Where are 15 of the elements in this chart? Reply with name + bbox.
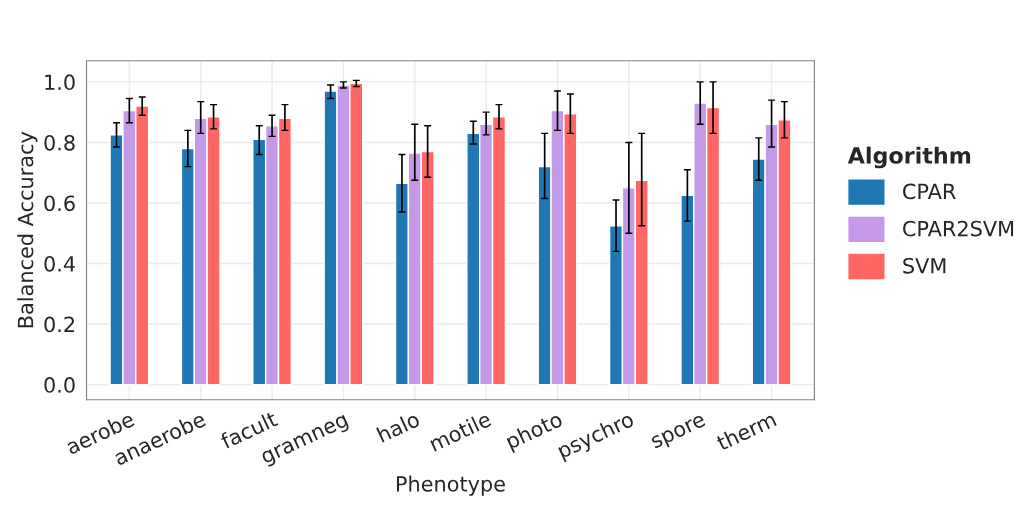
x-tick-label: halo <box>376 410 421 443</box>
legend-label: CPAR2SVM <box>903 220 1014 237</box>
legend-title: Algorithm <box>847 146 971 169</box>
x-axis-title: Phenotype <box>396 475 505 496</box>
x-tick-label: spore <box>650 414 708 453</box>
y-axis-title: Balanced Accuracy <box>17 131 38 328</box>
x-tick-label: therm <box>715 410 777 452</box>
y-tick-label: 1.0 <box>45 74 75 91</box>
y-tick-label: 0.0 <box>44 377 75 393</box>
legend-label: SVM <box>903 257 946 274</box>
y-tick-label: 0.2 <box>44 316 75 333</box>
y-tick-label: 0.8 <box>44 134 75 151</box>
y-tick-label: 0.4 <box>44 255 75 272</box>
legend-label: CPAR <box>903 183 956 200</box>
y-tick-label: 0.6 <box>44 195 75 212</box>
